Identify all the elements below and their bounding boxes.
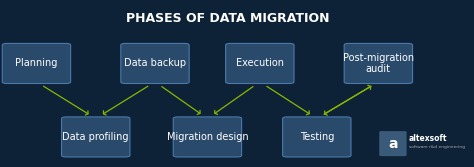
FancyBboxPatch shape	[344, 43, 412, 84]
Text: Data profiling: Data profiling	[63, 132, 129, 142]
Text: Data backup: Data backup	[124, 58, 186, 68]
Text: Post-migration
audit: Post-migration audit	[343, 53, 414, 74]
Text: a: a	[388, 137, 398, 151]
FancyBboxPatch shape	[283, 117, 351, 157]
Text: Testing: Testing	[300, 132, 334, 142]
FancyBboxPatch shape	[173, 117, 242, 157]
Text: Migration design: Migration design	[166, 132, 248, 142]
Text: Execution: Execution	[236, 58, 284, 68]
FancyBboxPatch shape	[226, 43, 294, 84]
Text: Planning: Planning	[15, 58, 58, 68]
FancyBboxPatch shape	[379, 131, 407, 156]
Text: software r&d engineering: software r&d engineering	[409, 145, 465, 149]
FancyBboxPatch shape	[121, 43, 189, 84]
Text: altexsoft: altexsoft	[409, 134, 447, 143]
FancyBboxPatch shape	[2, 43, 71, 84]
Text: PHASES OF DATA MIGRATION: PHASES OF DATA MIGRATION	[126, 12, 330, 25]
FancyBboxPatch shape	[62, 117, 130, 157]
